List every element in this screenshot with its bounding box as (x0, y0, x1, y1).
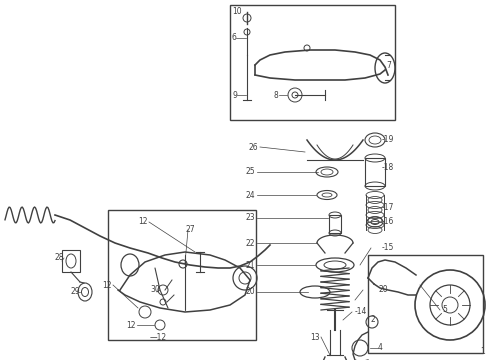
Text: 29: 29 (71, 288, 80, 297)
Text: -14: -14 (355, 307, 368, 316)
Text: 6: 6 (231, 33, 236, 42)
Bar (365, 158, 385, 186)
Text: 10: 10 (232, 8, 242, 17)
Bar (108, 210, 256, 340)
Text: -17: -17 (382, 203, 394, 212)
Text: -16: -16 (382, 217, 394, 226)
Bar (329, 215, 341, 233)
Bar (368, 255, 483, 353)
Text: —12: —12 (150, 333, 167, 342)
Text: 4: 4 (378, 343, 383, 352)
Bar (230, 5, 395, 120)
Text: 1: 1 (480, 347, 485, 356)
Text: 20: 20 (245, 288, 255, 297)
Text: 12: 12 (139, 217, 148, 226)
Text: 27: 27 (185, 225, 195, 234)
Text: 12: 12 (126, 320, 136, 329)
Text: -18: -18 (382, 163, 394, 172)
Text: 7: 7 (386, 60, 391, 69)
Text: 12: 12 (102, 280, 112, 289)
Text: 20: 20 (378, 285, 388, 294)
Text: 8: 8 (273, 90, 278, 99)
Text: 5: 5 (442, 306, 447, 315)
Text: 25: 25 (245, 167, 255, 176)
Bar (62, 250, 80, 272)
Text: 13: 13 (310, 333, 320, 342)
Text: 9: 9 (232, 90, 237, 99)
Text: 30: 30 (150, 285, 160, 294)
Text: 23: 23 (245, 213, 255, 222)
Text: 24: 24 (245, 190, 255, 199)
Text: 21: 21 (245, 261, 255, 270)
Text: 26: 26 (248, 143, 258, 152)
Text: 2: 2 (370, 315, 375, 324)
Text: 28: 28 (54, 253, 64, 262)
Text: -15: -15 (382, 243, 394, 252)
Text: 22: 22 (245, 238, 255, 248)
Text: -19: -19 (382, 135, 394, 144)
